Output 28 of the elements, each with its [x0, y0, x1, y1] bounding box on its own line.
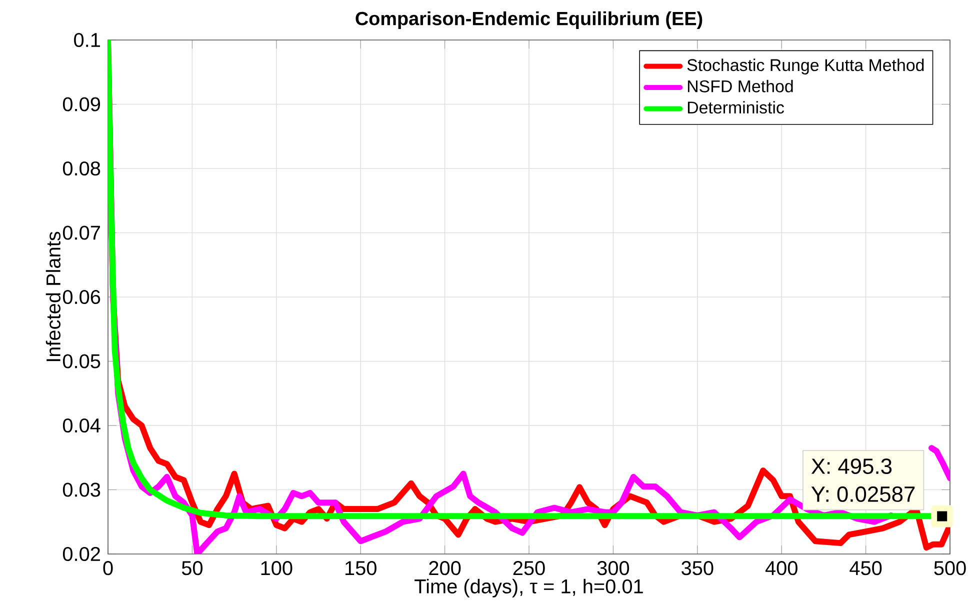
x-tick-label: 500: [934, 561, 966, 576]
legend-label: NSFD Method: [688, 80, 793, 92]
annotation: X: 495.3: [811, 458, 892, 474]
x-tick-label: 100: [261, 561, 292, 576]
chart-title: Comparison-Endemic Equilibrium (EE): [356, 11, 702, 30]
y-tick-label: 0.06: [62, 290, 100, 304]
x-tick-label: 0: [103, 561, 113, 576]
y-tick-label: 0.09: [62, 97, 100, 112]
y-tick-label: 0.08: [62, 161, 100, 176]
y-tick-label: 0.02: [62, 546, 100, 562]
legend-label: Stochastic Runge Kutta Method: [687, 58, 924, 74]
x-tick-label: 400: [765, 561, 798, 576]
annotation: Y: 0.02587: [811, 486, 915, 502]
x-tick-label: 150: [346, 561, 376, 576]
x-tick-label: 200: [429, 561, 461, 576]
y-tick-label: 0.1: [74, 32, 100, 48]
y-tick-label: 0.07: [62, 226, 100, 240]
x-tick-label: 250: [513, 561, 545, 576]
y-tick-label: 0.03: [62, 482, 100, 497]
legend-label: Deterministic: [688, 101, 784, 114]
x-tick-label: 300: [597, 561, 630, 576]
y-tick-label: 0.04: [62, 418, 100, 433]
x-tick-label: 450: [850, 561, 882, 576]
x-tick-label: 350: [682, 561, 714, 576]
y-tick-label: 0.05: [62, 354, 100, 368]
x-axis-title: Time (days), τ = 1, h=0.01: [414, 578, 643, 598]
x-tick-label: 50: [182, 561, 203, 576]
y-axis-title: Infected Plants: [46, 232, 60, 362]
